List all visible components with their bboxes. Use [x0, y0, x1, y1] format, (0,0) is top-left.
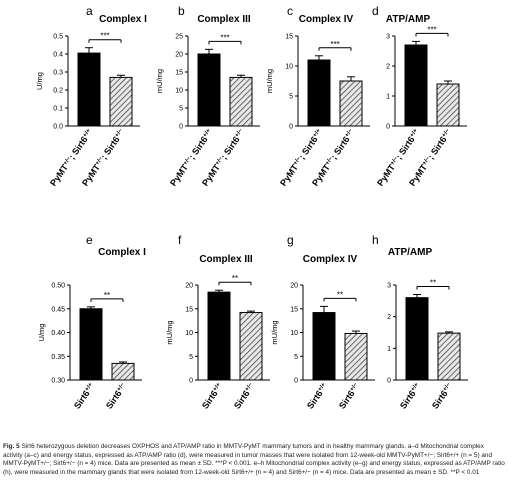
panel-e-ytick-label-2: 0.40: [51, 330, 65, 337]
panel-a-ytick-label-2: 0.2: [53, 88, 63, 95]
panel-f-ytick-label-0: 0: [189, 378, 193, 385]
panel-c-sig-label: ***: [330, 40, 339, 49]
panel-h-ytick-label-2: 2: [387, 314, 391, 321]
panel-e-ytick-label-4: 0.50: [51, 283, 65, 290]
panel-h-ytick-label-3: 3: [387, 283, 391, 290]
panel-f-letter: f: [178, 233, 182, 247]
panel-e-letter: e: [86, 233, 93, 247]
panel-a-bar-0: [77, 52, 101, 127]
panel-e-ytick-label-0: 0.30: [51, 378, 65, 385]
panel-f-ylabel: mU/mg: [165, 320, 174, 344]
panel-b-ytick-label-2: 10: [175, 88, 183, 95]
panel-c-bar-0: [307, 59, 331, 127]
panel-b-bar-1: [229, 76, 253, 127]
panel-g-ytick-label-0: 0: [294, 378, 298, 385]
panel-c-ylabel: mU/mg: [265, 69, 274, 93]
panel-g-ytick-label-2: 10: [290, 330, 298, 337]
panel-g-sig-label: **: [337, 290, 343, 299]
panel-e-sig-label: **: [104, 291, 110, 300]
panel-a-ytick-label-4: 0.4: [53, 52, 63, 59]
panel-g-bar-0: [312, 312, 336, 381]
panel-a-ytick-label-0: 0.0: [53, 124, 63, 131]
panel-f-ytick-label-2: 10: [185, 330, 193, 337]
panel-c-ytick-label-3: 15: [285, 34, 293, 41]
panel-c-letter: c: [287, 4, 293, 18]
panel-c-bar-1: [339, 80, 363, 127]
panel-d-ytick-label-0: 0: [386, 124, 390, 131]
panel-b-title: Complex III: [197, 14, 251, 25]
panel-c-ytick-label-2: 10: [285, 64, 293, 71]
panel-f-sig-label: **: [232, 274, 238, 283]
panel-a-ytick-label-1: 0.1: [53, 106, 63, 113]
panel-h-bar-1: [437, 332, 461, 381]
panel-f-category-label-1: Sirt6+/−: [232, 381, 257, 411]
panel-b-ytick-label-3: 15: [175, 70, 183, 77]
panel-e-ylabel: U/mg: [37, 324, 46, 342]
panel-b-letter: b: [178, 4, 185, 18]
panel-a-ytick-label-3: 0.3: [53, 70, 63, 77]
panel-f-bar-1: [239, 312, 263, 381]
panel-b-ytick-label-5: 25: [175, 34, 183, 41]
panel-h-category-label-0: Sirt6+/+: [398, 381, 423, 411]
panel-b-ytick-label-4: 20: [175, 52, 183, 59]
panel-a-title: Complex I: [99, 14, 147, 25]
panel-g-letter: g: [287, 233, 294, 247]
panel-d-letter: d: [372, 4, 379, 18]
panel-d-bar-1: [436, 83, 460, 127]
panel-h-ytick-label-1: 1: [387, 346, 391, 353]
panel-f-title: Complex III: [199, 254, 253, 265]
panel-a-ylabel: U/mg: [35, 72, 44, 90]
figure-caption: Fig. 5 Sirt6 heterozygous deletion decre…: [3, 443, 505, 477]
panel-f-bar-0: [207, 291, 231, 381]
panel-a-ytick-label-5: 0.5: [53, 34, 63, 41]
panel-d-bar-0: [404, 44, 428, 127]
panel-h-bar-0: [405, 297, 429, 381]
panel-d-ytick-label-3: 3: [386, 34, 390, 41]
panel-c-ytick-label-0: 0: [289, 124, 293, 131]
panel-g-ytick-label-4: 20: [290, 283, 298, 290]
panel-g-ytick-label-3: 15: [290, 306, 298, 313]
panel-a-bar-1: [109, 76, 133, 127]
panel-g-ylabel: mU/mg: [270, 320, 279, 344]
panel-d-sig-label: ***: [427, 25, 436, 34]
panel-b-ytick-label-1: 5: [179, 106, 183, 113]
caption-text: Sirt6 heterozygous deletion decreases OX…: [3, 443, 505, 476]
panel-g-category-label-0: Sirt6+/+: [305, 381, 330, 411]
panel-d-ytick-label-1: 1: [386, 94, 390, 101]
panel-h-letter: h: [372, 233, 379, 247]
panel-f-ytick-label-4: 20: [185, 283, 193, 290]
panel-e-title: Complex I: [98, 247, 146, 258]
panel-b-ytick-label-0: 0: [179, 124, 183, 131]
panel-h-ytick-label-0: 0: [387, 378, 391, 385]
panel-h-title: ATP/AMP: [388, 247, 433, 258]
panel-h-category-label-1: Sirt6+/−: [430, 381, 455, 411]
panel-a-letter: a: [86, 4, 93, 18]
panel-b-ylabel: mU/mg: [155, 69, 164, 93]
panel-e-ytick-label-1: 0.35: [51, 354, 65, 361]
panel-g-category-label-1: Sirt6+/−: [337, 381, 362, 411]
panel-g-ytick-label-1: 5: [294, 354, 298, 361]
caption-label: Fig. 5: [3, 443, 20, 450]
panel-g-title: Complex IV: [303, 254, 358, 265]
panel-f-ytick-label-3: 15: [185, 306, 193, 313]
panel-e-bar-0: [79, 308, 103, 381]
panel-b-sig-label: ***: [220, 33, 229, 42]
panel-f-ytick-label-1: 5: [189, 354, 193, 361]
panel-c-title: Complex IV: [299, 14, 354, 25]
panel-b-bar-0: [197, 53, 221, 127]
panel-f-category-label-0: Sirt6+/+: [200, 381, 225, 411]
panel-h-sig-label: **: [430, 279, 436, 288]
panel-a-sig-label: ***: [100, 32, 109, 41]
panel-e-category-label-1: Sirt6+/−: [104, 381, 129, 411]
panel-d-ytick-label-2: 2: [386, 64, 390, 71]
panel-d-title: ATP/AMP: [386, 14, 431, 25]
panel-e-category-label-0: Sirt6+/+: [72, 381, 97, 411]
panel-g-bar-1: [344, 332, 368, 381]
panel-e-bar-1: [111, 362, 135, 381]
panel-e-ytick-label-3: 0.45: [51, 306, 65, 313]
panel-c-ytick-label-1: 5: [289, 94, 293, 101]
